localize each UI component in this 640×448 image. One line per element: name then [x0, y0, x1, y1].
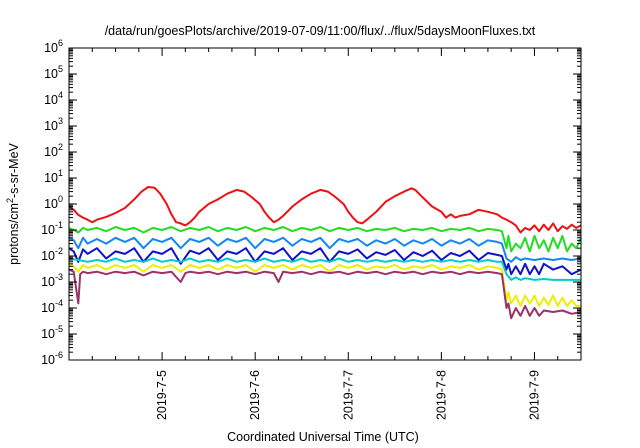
x-tick-label: 2019-7-7: [341, 370, 355, 420]
y-tick-label: 10-5: [41, 324, 63, 341]
y-tick-label: 106: [44, 38, 63, 55]
y-tick-label-base: 10: [41, 249, 55, 263]
series-line-6: [68, 262, 581, 307]
y-tick-label: 10-1: [41, 220, 63, 237]
y-axis-label-sup: 2: [5, 198, 15, 203]
x-tick-label: 2019-7-5: [155, 370, 169, 420]
y-tick-label-exponent: 6: [58, 38, 63, 48]
y-tick-label-base: 10: [41, 275, 55, 289]
x-tick-label: 2019-7-8: [434, 370, 448, 420]
series-line-4: [68, 247, 582, 276]
y-tick-label-base: 10: [41, 353, 55, 367]
y-axis: 10-610-510-410-310-210-11001011021031041…: [41, 38, 581, 367]
y-tick-label-exponent: -3: [55, 272, 63, 282]
y-tick-label-base: 10: [44, 171, 58, 185]
y-tick-label: 101: [44, 168, 63, 185]
y-axis-label-base: protons/cm: [7, 203, 21, 265]
y-tick-label-base: 10: [41, 327, 55, 341]
y-tick-label: 105: [44, 64, 63, 81]
y-tick-label-base: 10: [41, 301, 55, 315]
y-tick-label: 103: [44, 116, 63, 133]
y-tick-label: 100: [44, 194, 63, 211]
series-line-2: [68, 226, 582, 253]
y-tick-label-base: 10: [41, 223, 55, 237]
y-tick-label: 102: [44, 142, 63, 159]
y-tick-label-base: 10: [44, 197, 58, 211]
y-tick-label-exponent: -5: [55, 324, 63, 334]
y-tick-label: 10-3: [41, 272, 63, 289]
y-tick-label-exponent: 1: [58, 168, 63, 178]
y-tick-label-base: 10: [44, 119, 58, 133]
y-axis-label: protons/cm2-s-sr-MeV: [5, 142, 21, 264]
series-layer: [68, 186, 582, 320]
series-line-7: [68, 268, 582, 320]
y-tick-label-exponent: -2: [55, 246, 63, 256]
x-axis-label: Coordinated Universal Time (UTC): [227, 430, 419, 444]
y-tick-label: 10-4: [41, 298, 63, 315]
y-tick-label-exponent: -6: [55, 350, 63, 360]
series-line-5: [68, 257, 581, 281]
y-tick-label-exponent: 0: [58, 194, 63, 204]
plot-frame: [68, 47, 582, 361]
series-line-1: [68, 186, 582, 234]
chart-title: /data/run/goesPlots/archive/2019-07-09/1…: [105, 24, 536, 38]
x-tick-label: 2019-7-9: [527, 370, 541, 420]
y-tick-label-base: 10: [44, 67, 58, 81]
y-tick-label: 10-6: [41, 350, 63, 367]
y-tick-label: 104: [44, 90, 63, 107]
y-tick-label-base: 10: [44, 41, 58, 55]
y-tick-label-exponent: 2: [58, 142, 63, 152]
y-tick-label-exponent: 5: [58, 64, 63, 74]
y-tick-label-base: 10: [44, 145, 58, 159]
y-tick-label-exponent: 3: [58, 116, 63, 126]
series-line-3: [68, 236, 582, 263]
x-axis: 2019-7-5 2019-7-6 2019-7-7 2019-7-8 2019-7-9: [91, 48, 582, 420]
y-tick-label-base: 10: [44, 93, 58, 107]
y-tick-label-exponent: -4: [55, 298, 63, 308]
y-tick-label-exponent: 4: [58, 90, 63, 100]
y-tick-label-exponent: -1: [55, 220, 63, 230]
y-axis-label-rest: -s-sr-MeV: [7, 142, 21, 198]
x-tick-label: 2019-7-6: [248, 370, 262, 420]
y-tick-label: 10-2: [41, 246, 63, 263]
